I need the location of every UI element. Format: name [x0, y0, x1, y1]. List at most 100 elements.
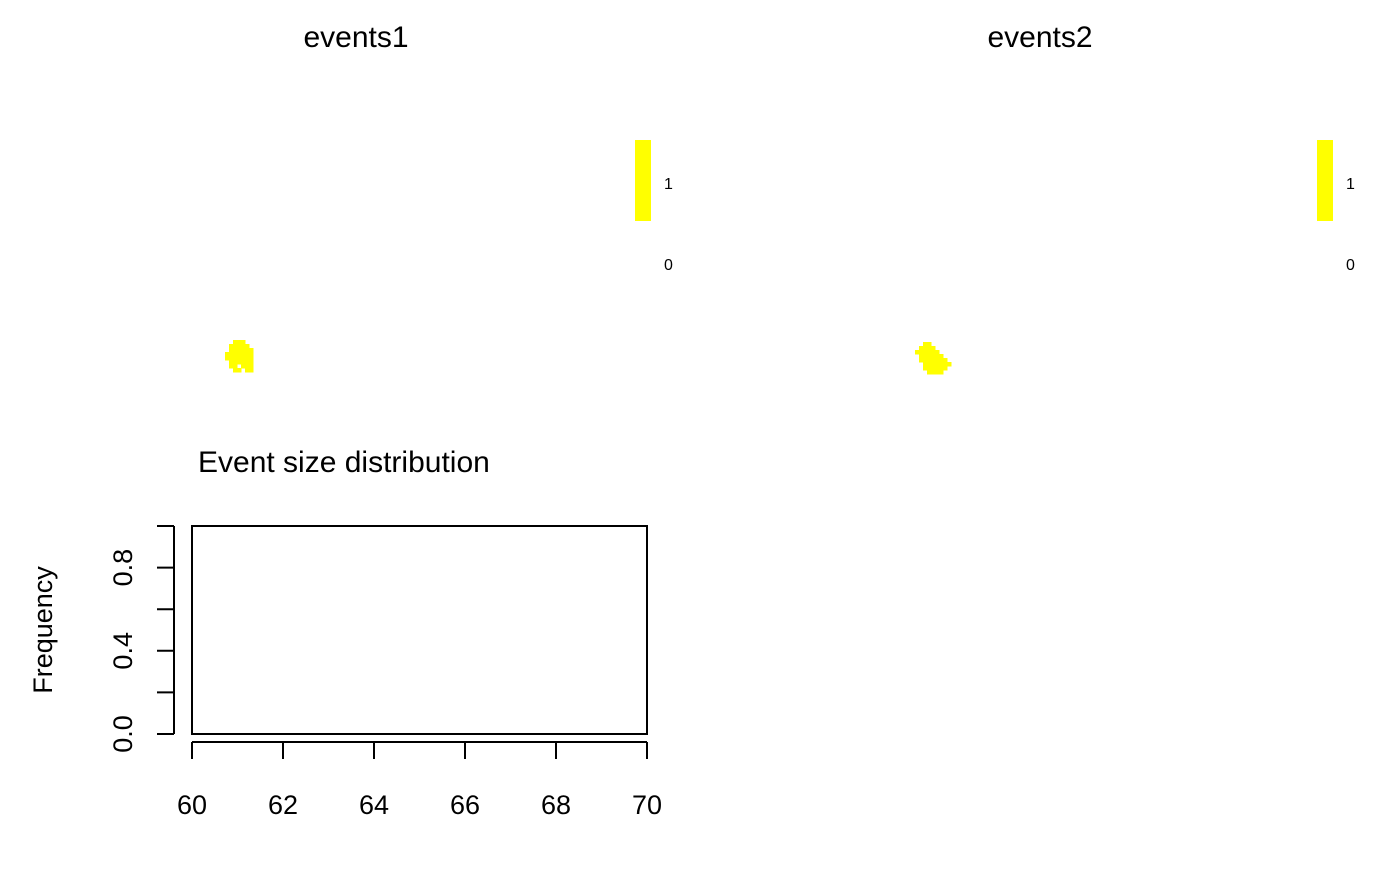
events1-cell	[249, 356, 254, 361]
events2-cell	[931, 350, 936, 355]
events1-cell	[249, 368, 254, 373]
events1-cell	[245, 356, 250, 361]
events1-cell	[237, 340, 242, 345]
histogram-x-tick-label: 68	[541, 790, 571, 820]
events1-legend-swatch-1	[635, 140, 651, 221]
events2-cell	[927, 346, 932, 351]
events1-cell	[233, 356, 238, 361]
events1-cell	[241, 340, 246, 345]
events2-cell	[935, 366, 940, 371]
events2-cell	[927, 342, 932, 347]
histogram-y-tick-label: 0.4	[108, 632, 138, 670]
events1-cell	[241, 348, 246, 353]
events2-cell	[919, 346, 924, 351]
events1-cell	[225, 352, 230, 357]
events1-cell	[245, 344, 250, 349]
histogram-x-tick-label: 62	[268, 790, 298, 820]
events1-cell	[233, 344, 238, 349]
events2-cell	[935, 358, 940, 363]
events1-cell	[245, 360, 250, 365]
events2-cell	[943, 358, 948, 363]
events2-legend-tick-0: 0	[1346, 257, 1355, 274]
events1-legend-tick-0: 0	[664, 257, 673, 274]
events1-cell	[241, 360, 246, 365]
histogram-y-ticks: 0.0 0.4 0.8	[108, 525, 174, 753]
events1-cell	[233, 348, 238, 353]
events1-cell	[237, 344, 242, 349]
events2-cell	[947, 362, 952, 367]
events2-cell	[935, 362, 940, 367]
events1-cell	[241, 344, 246, 349]
events2-cell	[935, 370, 940, 375]
events1-cell	[241, 356, 246, 361]
events1-cell	[233, 360, 238, 365]
events1-cell	[233, 352, 238, 357]
events2-cell	[915, 350, 920, 355]
events2-cell	[927, 354, 932, 359]
events2-cell	[931, 366, 936, 371]
events1-cell	[237, 360, 242, 365]
histogram-y-axis-label: Frequency	[28, 566, 58, 694]
events2-legend-swatch-1	[1317, 140, 1333, 221]
events1-cell	[229, 348, 234, 353]
events2-cell	[919, 354, 924, 359]
events1-cell	[237, 368, 242, 373]
events2-cell	[919, 350, 924, 355]
events2-cell	[923, 362, 928, 367]
events2-cell	[935, 354, 940, 359]
histogram-title: Event size distribution	[198, 446, 490, 479]
events2-cell	[939, 354, 944, 359]
events2-legend-swatch-0	[1317, 221, 1333, 302]
events1-cell	[237, 356, 242, 361]
events2-cell	[935, 350, 940, 355]
events1-cell	[229, 360, 234, 365]
events1-cell	[229, 364, 234, 369]
histogram-x-tick-label: 64	[359, 790, 389, 820]
events1-cell	[241, 352, 246, 357]
events1-cell	[241, 364, 246, 369]
events2-cell	[927, 358, 932, 363]
events1-legend-swatch-0	[635, 221, 651, 302]
histogram-x-tick-label: 60	[177, 790, 207, 820]
events2-cell	[943, 366, 948, 371]
histogram-panel: Event size distribution Frequency 0.0 0.4…	[28, 446, 662, 820]
histogram-x-ticks: 60 62 64 66 68 70	[177, 742, 662, 820]
events1-cell	[245, 348, 250, 353]
events2-cell	[927, 362, 932, 367]
events1-cell	[249, 364, 254, 369]
histogram-x-tick-label: 70	[632, 790, 662, 820]
events1-event-cells	[225, 340, 254, 373]
histogram-x-tick-label: 66	[450, 790, 480, 820]
events1-cell	[237, 348, 242, 353]
events2-cell	[923, 358, 928, 363]
events2-cell	[923, 350, 928, 355]
events1-cell	[225, 356, 230, 361]
events2-legend-tick-1: 1	[1346, 176, 1355, 193]
histogram-y-tick-label: 0.0	[108, 715, 138, 753]
events1-title: events1	[303, 21, 408, 54]
events2-event-cells	[915, 342, 952, 375]
events2-cell	[927, 350, 932, 355]
events2-cell	[939, 358, 944, 363]
events2-cell	[943, 362, 948, 367]
events2-cell	[927, 366, 932, 371]
events2-cell	[931, 358, 936, 363]
events1-cell	[249, 348, 254, 353]
events1-cell	[249, 360, 254, 365]
events2-cell	[939, 366, 944, 371]
events2-panel: events2 1 0	[915, 21, 1355, 375]
events2-cell	[927, 370, 932, 375]
events1-panel: events1 1 0	[225, 21, 673, 373]
events2-cell	[923, 346, 928, 351]
events2-cell	[939, 370, 944, 375]
events1-cell	[233, 368, 238, 373]
events2-cell	[919, 358, 924, 363]
histogram-y-tick-label: 0.8	[108, 549, 138, 587]
events1-cell	[229, 344, 234, 349]
events1-cell	[249, 352, 254, 357]
events2-cell	[923, 354, 928, 359]
events2-cell	[931, 346, 936, 351]
events2-title: events2	[987, 21, 1092, 54]
events1-cell	[245, 368, 250, 373]
